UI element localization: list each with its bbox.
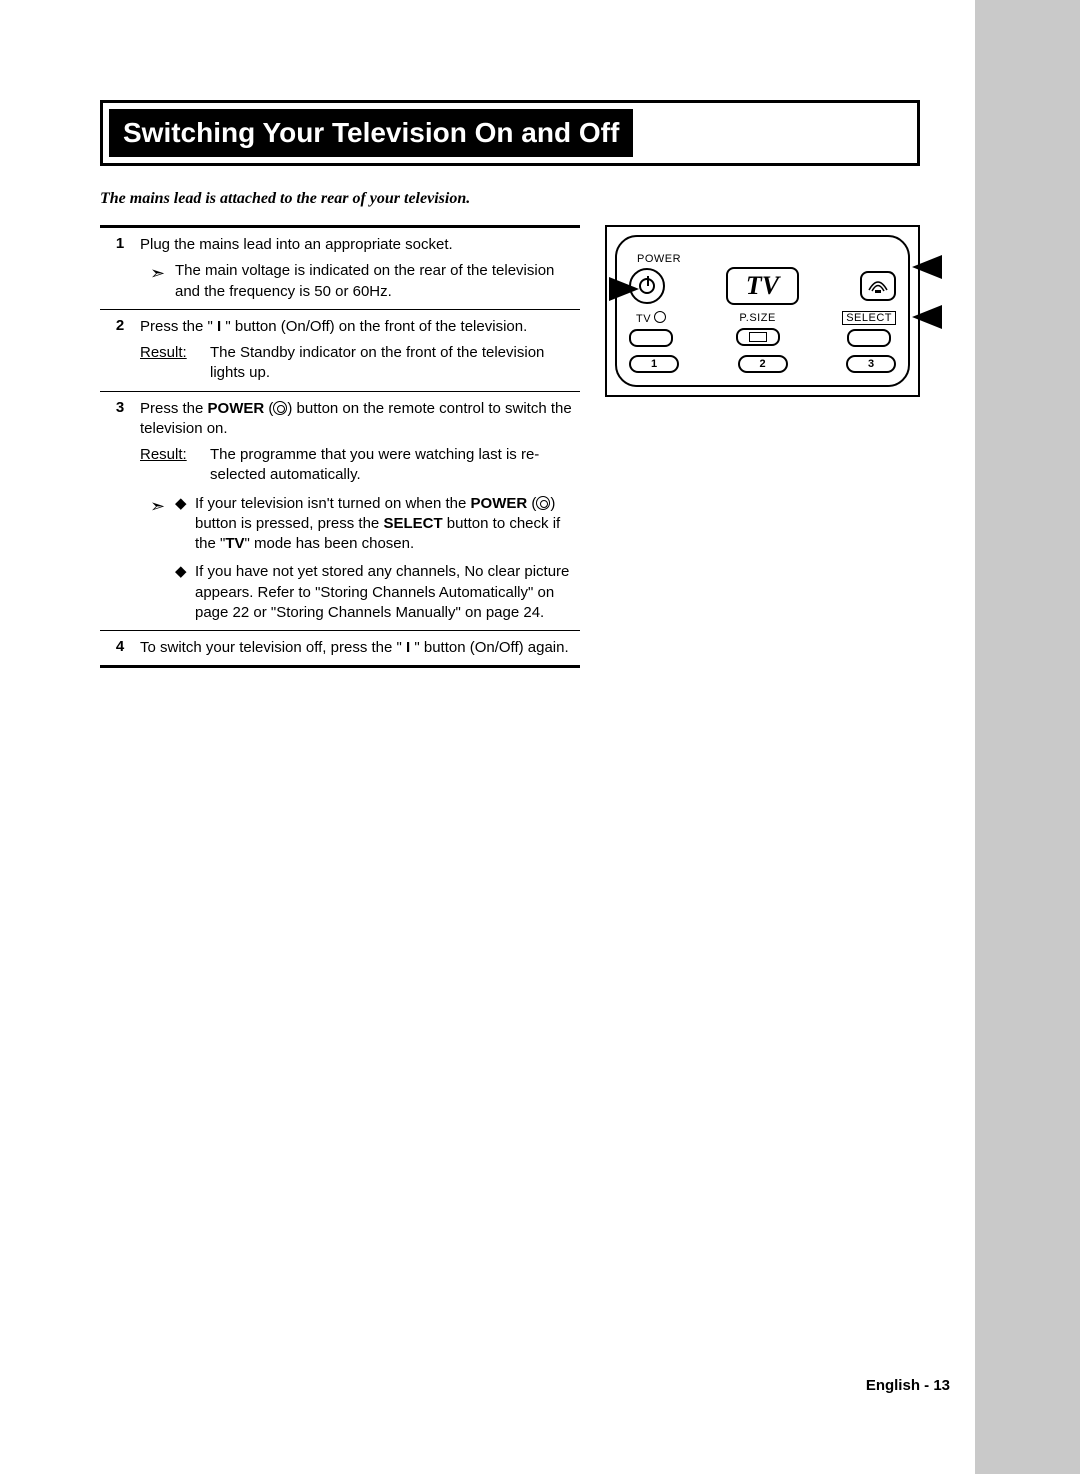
power-label: POWER	[637, 253, 896, 265]
step-body: To switch your television off, press the…	[140, 638, 580, 658]
page-footer: English - 13	[866, 1377, 950, 1394]
pointer-icon: ➣	[140, 494, 175, 555]
num-2-button[interactable]: 2	[738, 355, 788, 373]
step-1: 1 Plug the mains lead into an appropriat…	[100, 225, 580, 309]
step-result: Result: The Standby indicator on the fro…	[140, 343, 580, 384]
step-number: 1	[100, 235, 140, 302]
result-label: Result:	[140, 343, 210, 384]
diamond-icon: ◆	[175, 494, 195, 555]
page: Switching Your Television On and Off The…	[0, 0, 1080, 1474]
num-3-button[interactable]: 3	[846, 355, 896, 373]
step-text: Plug the mains lead into an appropriate …	[140, 235, 580, 255]
remote-body: POWER TV TV P.SIZE	[615, 235, 910, 387]
power-icon	[536, 496, 550, 510]
step-body: Plug the mains lead into an appropriate …	[140, 235, 580, 302]
ir-col	[860, 271, 896, 301]
remote-row-labels: TV P.SIZE SELECT	[629, 311, 896, 347]
remote-row-numbers: 1 2 3	[629, 355, 896, 373]
arrow-icon	[609, 277, 639, 301]
txt-bold: SELECT	[383, 515, 442, 532]
result-text: The programme that you were watching las…	[210, 445, 580, 486]
remote-row-top: TV	[629, 267, 896, 305]
spacer	[140, 562, 175, 623]
step-note-text: The main voltage is indicated on the rea…	[175, 261, 580, 302]
diamond-icon: ◆	[175, 562, 195, 623]
tv-label: TV	[636, 311, 666, 325]
bullet-text: If you have not yet stored any channels,…	[195, 562, 580, 623]
select-col: SELECT	[842, 311, 896, 347]
txt-bold: POWER	[471, 495, 528, 512]
pointer-icon: ➣	[140, 261, 175, 302]
section-title: Switching Your Television On and Off	[109, 109, 633, 157]
power-icon	[273, 401, 287, 415]
txt: Press the	[140, 400, 208, 417]
step-number: 3	[100, 399, 140, 624]
step-text: Press the POWER () button on the remote …	[140, 399, 580, 440]
step-bullet: ➣ ◆ If your television isn't turned on w…	[140, 494, 580, 555]
num-1-button[interactable]: 1	[629, 355, 679, 373]
step-bullet: ◆ If you have not yet stored any channel…	[140, 562, 580, 623]
psize-col: P.SIZE	[736, 312, 780, 346]
power-glyph-icon	[639, 278, 655, 294]
bullet-text: If your television isn't turned on when …	[195, 494, 580, 555]
txt: " button (On/Off) again.	[410, 639, 568, 656]
txt: Press the "	[140, 318, 217, 335]
txt: " mode has been chosen.	[245, 535, 415, 552]
section-title-box: Switching Your Television On and Off	[100, 100, 920, 166]
txt-bold: POWER	[208, 400, 265, 417]
step-number: 4	[100, 638, 140, 658]
tv-col: TV	[629, 311, 673, 347]
steps-list: 1 Plug the mains lead into an appropriat…	[100, 225, 580, 668]
txt: If your television isn't turned on when …	[195, 495, 471, 512]
step-2: 2 Press the " I " button (On/Off) on the…	[100, 309, 580, 391]
result-label: Result:	[140, 445, 210, 486]
page-edge-band	[975, 0, 1080, 1474]
arrow-icon	[912, 305, 942, 329]
step-number: 2	[100, 317, 140, 384]
step-body: Press the POWER () button on the remote …	[140, 399, 580, 624]
psize-label: P.SIZE	[739, 312, 775, 324]
select-button[interactable]	[847, 329, 891, 347]
tv-button[interactable]	[629, 329, 673, 347]
intro-text: The mains lead is attached to the rear o…	[100, 190, 470, 208]
step-text: Press the " I " button (On/Off) on the f…	[140, 317, 580, 337]
select-label: SELECT	[842, 311, 896, 325]
signal-icon	[860, 271, 896, 301]
remote-figure: POWER TV TV P.SIZE	[605, 225, 920, 397]
result-text: The Standby indicator on the front of th…	[210, 343, 580, 384]
txt: button is pressed, press the	[195, 515, 383, 532]
step-body: Press the " I " button (On/Off) on the f…	[140, 317, 580, 384]
txt: To switch your television off, press the…	[140, 639, 406, 656]
tv-mode-badge: TV	[726, 267, 799, 305]
step-3: 3 Press the POWER () button on the remot…	[100, 391, 580, 631]
step-result: Result: The programme that you were watc…	[140, 445, 580, 486]
txt-bold: TV	[225, 535, 244, 552]
txt: " button (On/Off) on the front of the te…	[221, 318, 527, 335]
psize-button[interactable]	[736, 328, 780, 346]
step-4: 4 To switch your television off, press t…	[100, 630, 580, 668]
psize-icon	[749, 332, 767, 342]
step-note: ➣ The main voltage is indicated on the r…	[140, 261, 580, 302]
arrow-icon	[912, 255, 942, 279]
